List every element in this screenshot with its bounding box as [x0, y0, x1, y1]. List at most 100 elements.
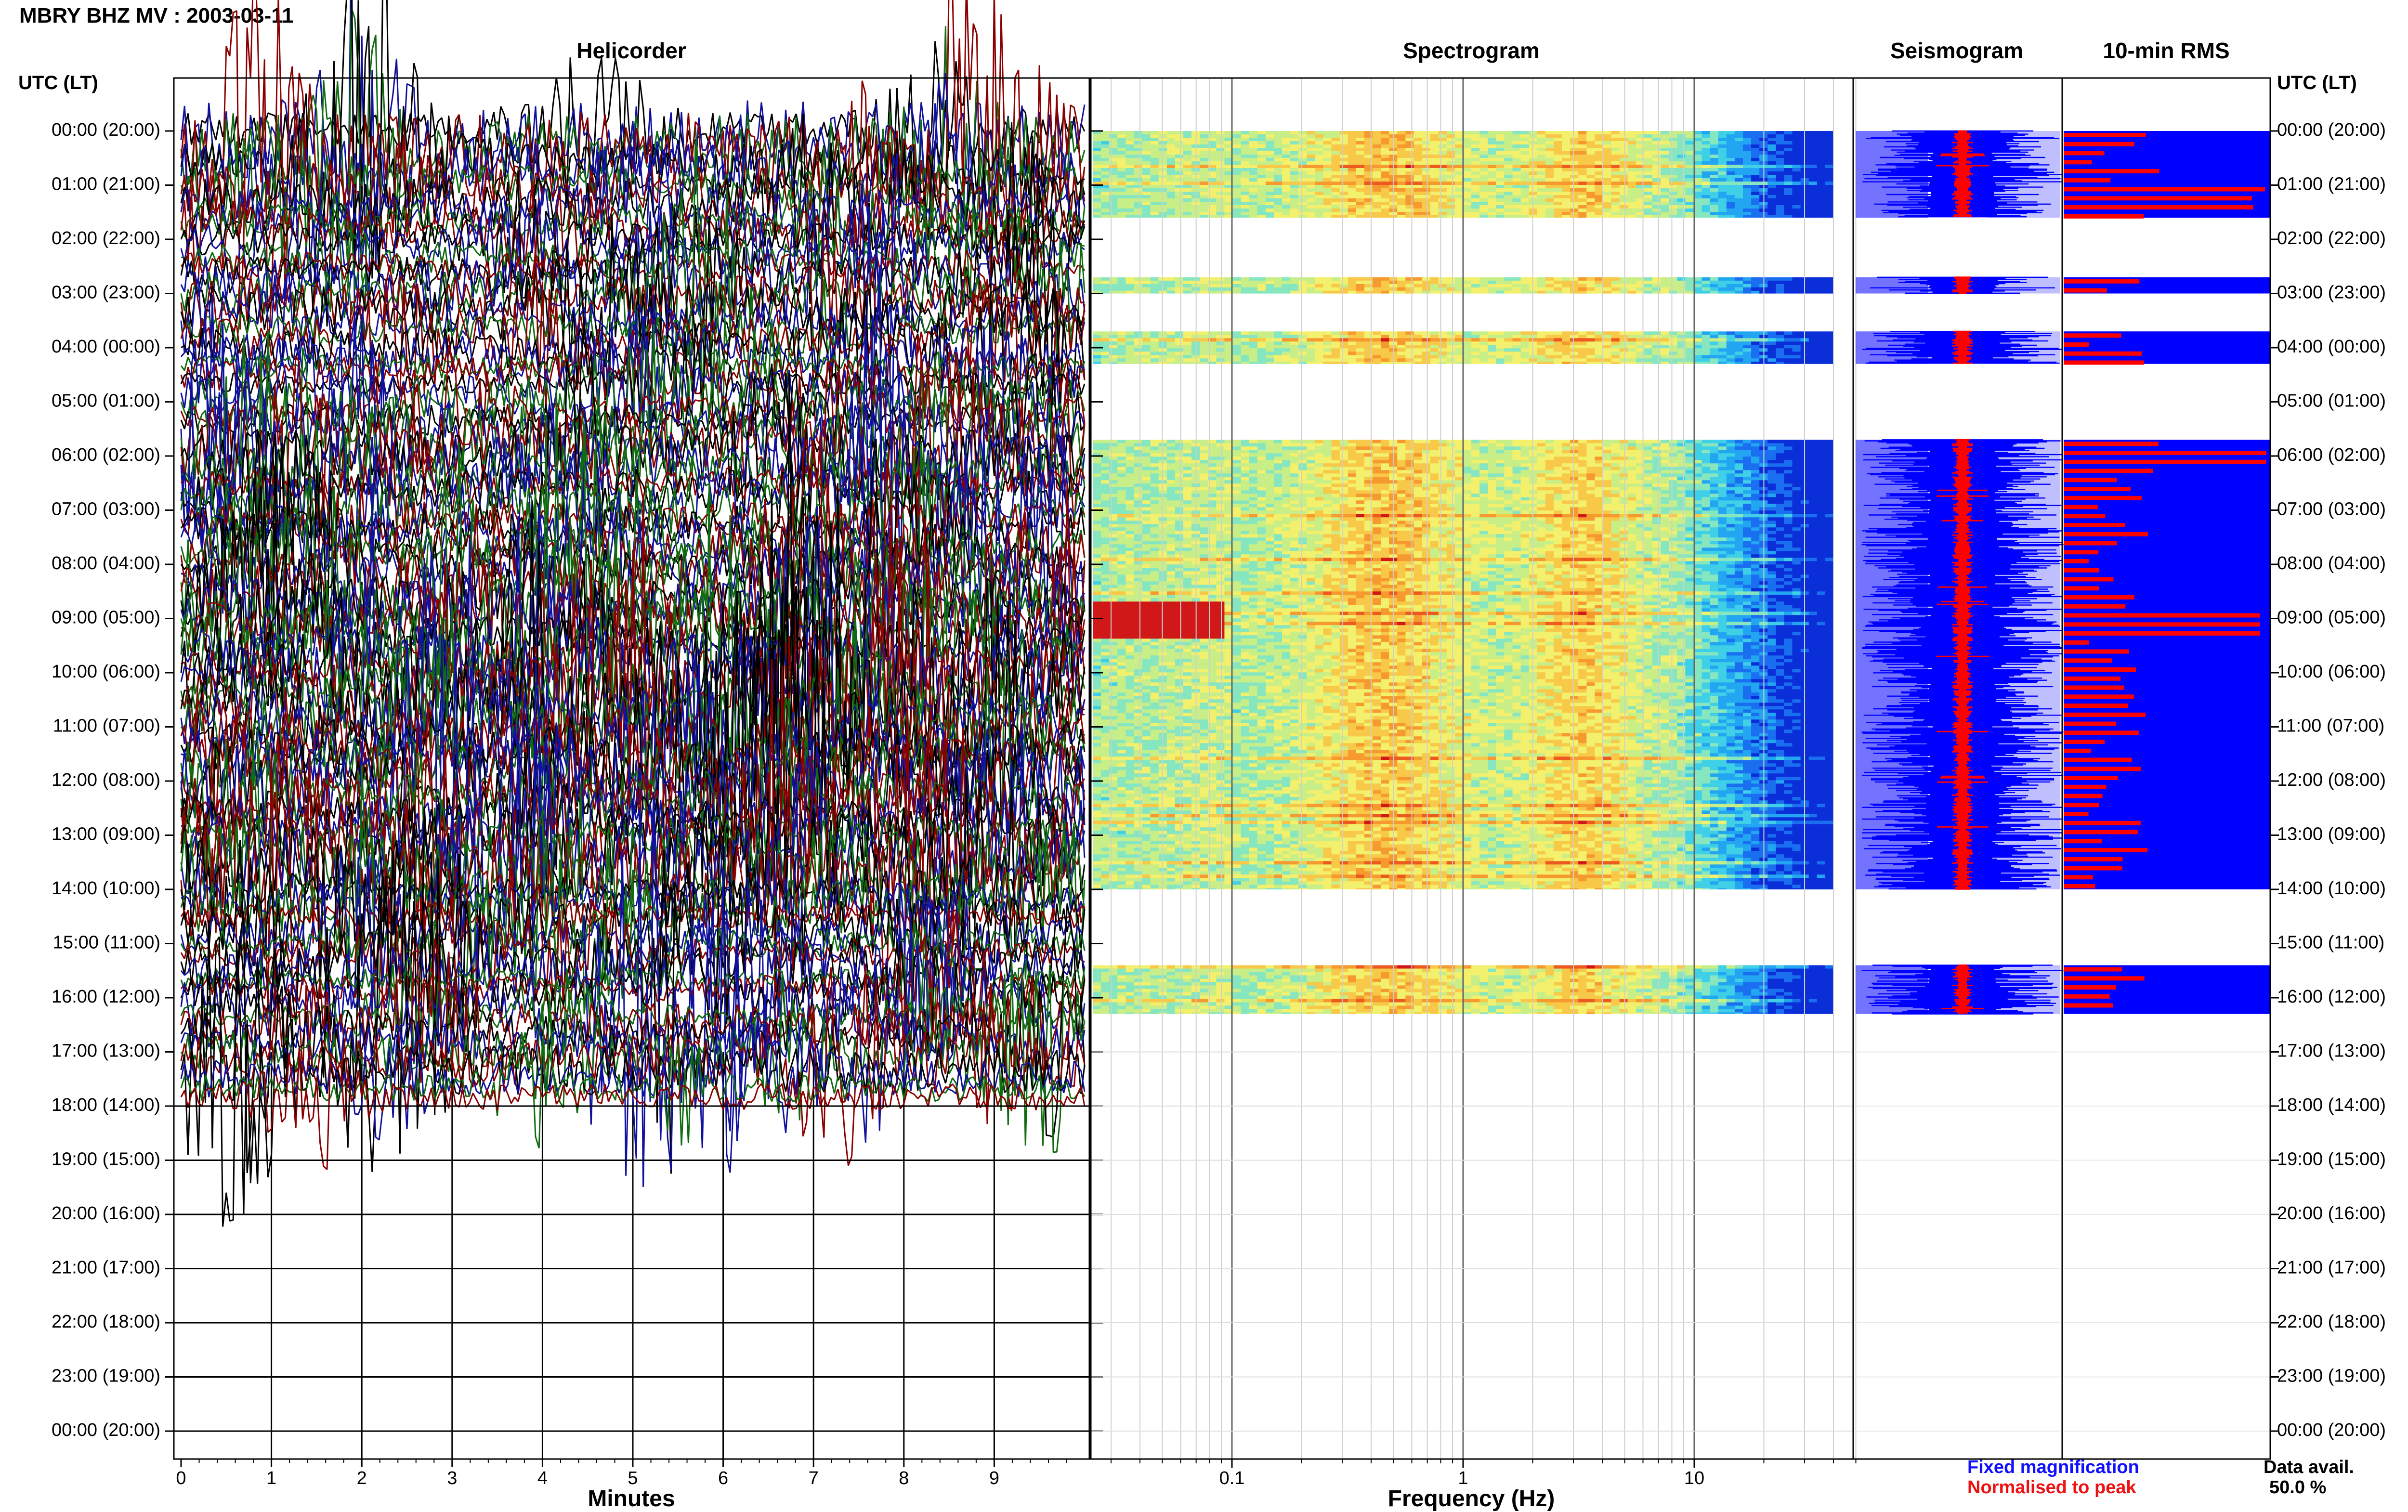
rms-normalised-bar — [2064, 866, 2122, 871]
rms-normalised-bar — [2064, 505, 2098, 509]
rms-normalised-bar — [2064, 994, 2109, 999]
rms-normalised-bar — [2064, 857, 2122, 861]
rms-normalised-bar — [2064, 976, 2145, 980]
rms-normalised-bar — [2064, 352, 2142, 356]
time-tick-label-right: 00:00 (20:00) — [2277, 120, 2386, 140]
time-tick-label-left: 01:00 (21:00) — [52, 174, 160, 195]
time-tick-label-left: 00:00 (20:00) — [52, 1420, 160, 1440]
rms-normalised-bar — [2064, 875, 2093, 879]
time-tick-label-right: 18:00 (14:00) — [2277, 1095, 2386, 1115]
rms-normalised-bar — [2064, 821, 2141, 825]
rms-normalised-bar — [2064, 586, 2099, 590]
seismogram-fixed-fill — [1856, 131, 1928, 218]
rms-normalised-bar — [2064, 631, 2260, 636]
time-tick-label-left: 20:00 (16:00) — [52, 1203, 160, 1224]
rms-normalised-bar — [2064, 478, 2117, 482]
rms-normalised-bar — [2064, 550, 2098, 554]
rms-normalised-bar — [2064, 677, 2120, 681]
seismogram-fixed-fill — [1988, 965, 2060, 1014]
time-tick-label-right: 13:00 (09:00) — [2277, 824, 2386, 845]
time-tick-label-right: 03:00 (23:00) — [2277, 283, 2386, 303]
data-availability-value: 50.0 % — [2269, 1477, 2326, 1498]
rms-normalised-bar — [2064, 622, 2260, 626]
rms-normalised-bar — [2064, 559, 2089, 563]
rms-normalised-bar — [2064, 361, 2144, 365]
rms-normalised-bar — [2064, 967, 2122, 972]
time-tick-label-left: 02:00 (22:00) — [52, 228, 160, 248]
rms-normalised-bar — [2064, 187, 2265, 192]
rms-normalised-bar — [2064, 704, 2128, 708]
time-tick-label-right: 07:00 (03:00) — [2277, 499, 2386, 520]
rms-normalised-bar — [2064, 794, 2103, 798]
time-tick-label-right: 00:00 (20:00) — [2277, 1420, 2386, 1440]
rms-normalised-bar — [2064, 487, 2131, 491]
rms-normalised-bar — [2064, 686, 2124, 690]
rms-normalised-bar — [2064, 694, 2134, 699]
time-tick-label-right: 21:00 (17:00) — [2277, 1258, 2386, 1278]
rms-normalised-bar — [2064, 812, 2089, 816]
rms-normalised-bar — [2064, 279, 2139, 284]
seismogram-fixed-fill — [1988, 331, 2060, 364]
rms-normalised-bar — [2064, 613, 2260, 618]
rms-normalised-bar — [2064, 830, 2138, 834]
time-tick-label-right: 16:00 (12:00) — [2277, 987, 2386, 1007]
time-tick-label-right: 17:00 (13:00) — [2277, 1041, 2386, 1061]
time-tick-label-left: 06:00 (02:00) — [52, 445, 160, 465]
legend-fixed-magnification: Fixed magnification — [1967, 1457, 2139, 1478]
time-tick-label-left: 00:00 (20:00) — [52, 120, 160, 140]
seismogram-fixed-fill — [1988, 131, 2060, 218]
rms-normalised-bar — [2064, 496, 2142, 500]
rms-normalised-bar — [2064, 803, 2099, 807]
rms-normalised-bar — [2064, 178, 2110, 182]
data-availability-label: Data avail. — [2264, 1457, 2354, 1478]
rms-normalised-bar — [2064, 205, 2253, 209]
rms-normalised-bar — [2064, 288, 2107, 293]
rms-normalised-bar — [2064, 151, 2105, 156]
rms-normalised-bar — [2064, 133, 2146, 137]
seismogram-fixed-fill — [1856, 440, 1928, 889]
time-tick-label-left: 23:00 (19:00) — [52, 1366, 160, 1386]
time-tick-label-left: 12:00 (08:00) — [52, 770, 160, 790]
seismogram-fixed-fill — [1856, 965, 1928, 1014]
rms-normalised-bar — [2064, 776, 2118, 780]
rms-normalised-bar — [2064, 469, 2153, 473]
time-tick-label-right: 01:00 (21:00) — [2277, 174, 2386, 195]
time-tick-label-right: 15:00 (11:00) — [2277, 933, 2384, 953]
time-tick-label-right: 06:00 (02:00) — [2277, 445, 2386, 465]
time-tick-label-left: 22:00 (18:00) — [52, 1312, 160, 1332]
rms-normalised-bar — [2064, 650, 2129, 654]
time-tick-label-left: 19:00 (15:00) — [52, 1149, 160, 1170]
time-tick-label-left: 14:00 (10:00) — [52, 878, 160, 899]
seismogram-fixed-fill — [1988, 277, 2060, 294]
spectrogram-x-axis-label: Frequency (Hz) — [1091, 1486, 1852, 1512]
rms-normalised-bar — [2064, 758, 2132, 762]
time-tick-label-right: 09:00 (05:00) — [2277, 608, 2386, 628]
rms-normalised-bar — [2064, 767, 2141, 771]
time-tick-label-right: 23:00 (19:00) — [2277, 1366, 2386, 1386]
rms-normalised-bar — [2064, 722, 2116, 726]
time-tick-label-right: 22:00 (18:00) — [2277, 1312, 2386, 1332]
time-tick-label-left: 17:00 (13:00) — [52, 1041, 160, 1061]
rms-normalised-bar — [2064, 142, 2134, 146]
time-tick-label-left: 10:00 (06:00) — [52, 662, 160, 682]
seismogram-fixed-fill — [1856, 331, 1928, 364]
time-tick-label-left: 18:00 (14:00) — [52, 1095, 160, 1115]
time-tick-label-left: 07:00 (03:00) — [52, 499, 160, 520]
rms-normalised-bar — [2064, 713, 2146, 717]
seismogram-fixed-fill — [1988, 440, 2060, 889]
rms-normalised-bar — [2064, 1004, 2113, 1008]
rms-normalised-bar — [2064, 160, 2092, 164]
time-tick-label-left: 05:00 (01:00) — [52, 391, 160, 411]
time-tick-label-right: 19:00 (15:00) — [2277, 1149, 2386, 1170]
rms-normalised-bar — [2064, 577, 2113, 582]
rms-normalised-bar — [2064, 451, 2266, 455]
time-tick-label-left: 08:00 (04:00) — [52, 553, 160, 574]
rms-normalised-bar — [2064, 658, 2112, 663]
rms-normalised-bar — [2064, 523, 2125, 527]
time-tick-label-left: 21:00 (17:00) — [52, 1258, 160, 1278]
rms-normalised-bar — [2064, 640, 2089, 645]
rms-normalised-bar — [2064, 442, 2159, 446]
time-tick-label-left: 04:00 (00:00) — [52, 337, 160, 357]
rms-normalised-bar — [2064, 667, 2136, 672]
